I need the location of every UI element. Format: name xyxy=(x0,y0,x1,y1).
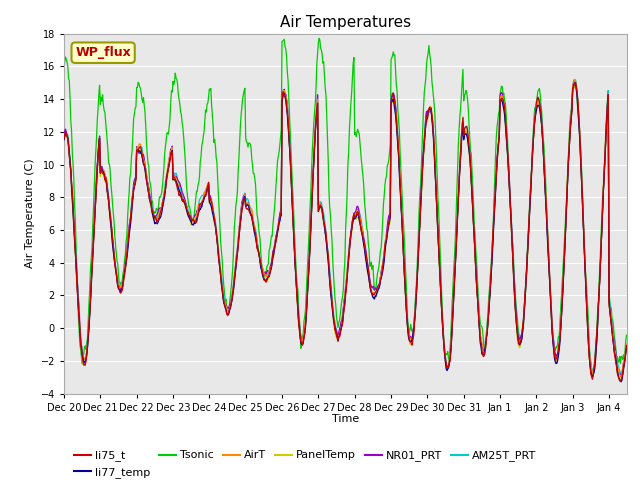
Legend: li75_t, li77_temp, Tsonic, AirT, PanelTemp, NR01_PRT, AM25T_PRT: li75_t, li77_temp, Tsonic, AirT, PanelTe… xyxy=(70,446,541,480)
Title: Air Temperatures: Air Temperatures xyxy=(280,15,411,30)
Text: WP_flux: WP_flux xyxy=(76,46,131,59)
Y-axis label: Air Temperature (C): Air Temperature (C) xyxy=(25,159,35,268)
X-axis label: Time: Time xyxy=(332,414,359,424)
